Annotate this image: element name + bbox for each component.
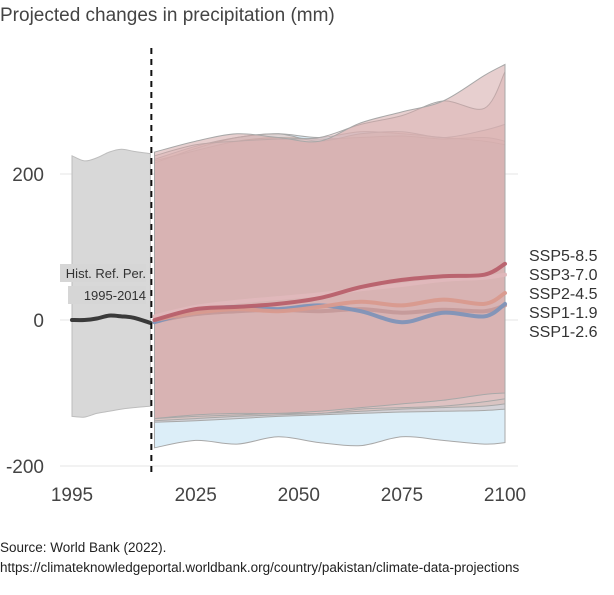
historical-median-line xyxy=(70,313,153,325)
y-tick-label: 200 xyxy=(12,165,44,186)
source-url[interactable]: https://climateknowledgeportal.worldbank… xyxy=(0,560,520,575)
legend-label-ssp370: SSP3-7.0 xyxy=(529,267,598,284)
uncertainty-bands xyxy=(154,63,506,449)
median-line-ssp585 xyxy=(152,261,507,322)
reference-period-annotation: Hist. Ref. Per. 1995-2014 xyxy=(60,264,146,304)
x-tick-label: 2100 xyxy=(484,485,526,506)
y-tick-label: 0 xyxy=(33,311,44,332)
annotation-bg xyxy=(68,286,146,304)
y-tick-label: -200 xyxy=(6,457,44,478)
annotation-line: Hist. Ref. Per. xyxy=(66,266,146,281)
legend-label-ssp585: SSP5-8.5 xyxy=(529,248,598,265)
annotation-bg xyxy=(60,264,146,282)
chart-title: Projected changes in precipitation (mm) xyxy=(0,5,335,26)
band-ssp585 xyxy=(154,63,506,420)
median-line-ssp245 xyxy=(152,291,507,322)
series-legend: SSP5-8.5 SSP3-7.0 SSP2-4.5 SSP1-1.9 SSP1-2.6 xyxy=(529,248,598,341)
source-note: Source: World Bank (2022). xyxy=(0,540,167,555)
historical-median xyxy=(70,313,153,325)
historical-band xyxy=(71,148,151,418)
x-axis-ticks: 1995 2025 2050 2075 2100 xyxy=(51,485,526,506)
historical-range-band xyxy=(71,148,151,418)
x-tick-label: 2025 xyxy=(175,485,217,506)
annotation-line: 1995-2014 xyxy=(84,288,146,303)
x-tick-label: 1995 xyxy=(51,485,93,506)
y-axis-ticks: 200 0 -200 xyxy=(6,165,44,478)
x-tick-label: 2075 xyxy=(381,485,423,506)
x-tick-label: 2050 xyxy=(278,485,320,506)
legend-label-ssp119: SSP1-1.9 xyxy=(529,305,598,322)
median-line-ssp126 xyxy=(152,303,507,324)
legend-label-ssp126: SSP1-2.6 xyxy=(529,324,598,341)
median-lines xyxy=(152,261,507,325)
legend-label-ssp245: SSP2-4.5 xyxy=(529,286,598,303)
